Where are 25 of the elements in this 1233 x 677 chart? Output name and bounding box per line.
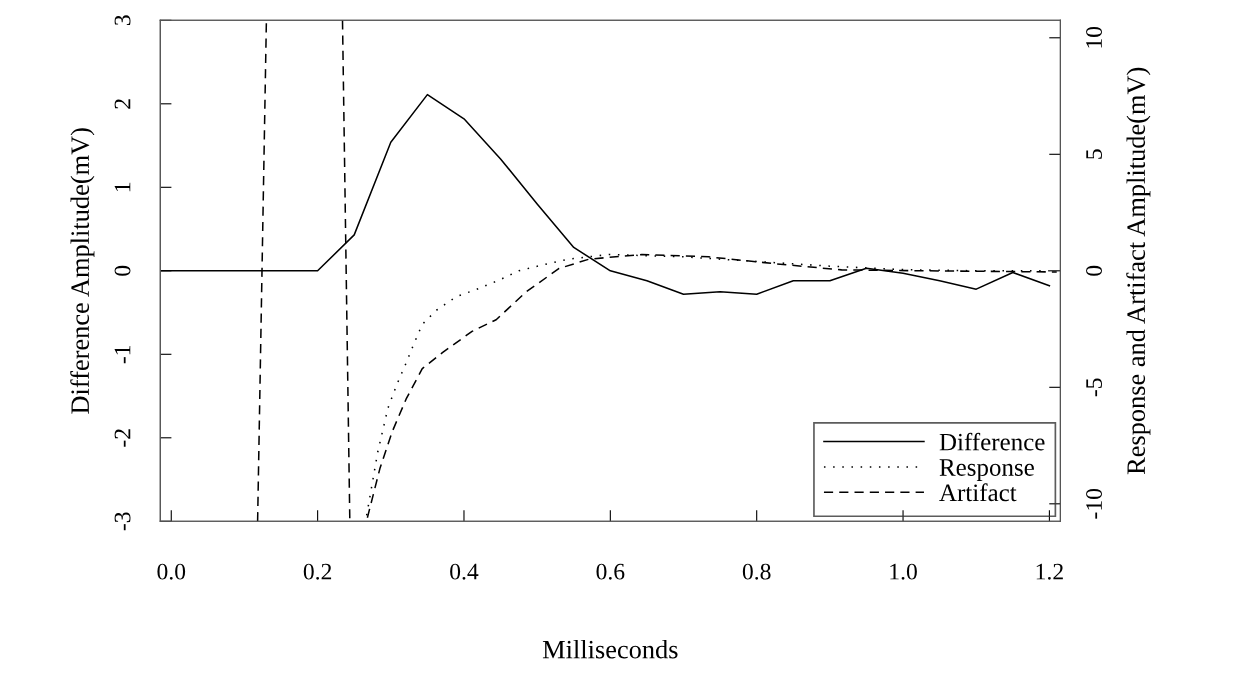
y-tick-label: -3: [114, 512, 131, 531]
y-tick-label: -1: [114, 345, 131, 364]
y2-axis-title: Response and Artifact Amplitude(mV): [1126, 67, 1151, 475]
x-tick-label: 0.4: [450, 563, 479, 580]
y-tick-label: -2: [114, 429, 131, 447]
x-tick-label: 0.6: [596, 563, 625, 580]
y-tick-label: 3: [114, 15, 131, 26]
y2-tick-label: 5: [1086, 149, 1102, 159]
y-tick-label: 0: [114, 265, 131, 276]
y-tick-label: 2: [114, 99, 131, 109]
legend-label: Artifact: [939, 483, 1017, 502]
y-tick-label: 1: [114, 182, 131, 192]
x-tick-label: 0.0: [157, 563, 186, 580]
y2-tick-label: -5: [1086, 378, 1102, 397]
y2-tick-label: 0: [1086, 265, 1102, 276]
y2-tick-label: -10: [1086, 488, 1102, 519]
x-tick-label: 1.0: [890, 563, 917, 580]
x-tick-label: 0.2: [303, 563, 332, 580]
x-tick-label: 1.2: [1036, 563, 1063, 580]
x-tick-label: 0.8: [742, 563, 771, 580]
legend-label: Response: [939, 459, 1034, 481]
legend-label: Difference: [939, 432, 1045, 451]
y-axis-title: Difference Amplitude(mV): [70, 128, 95, 414]
x-axis-title: Milliseconds: [542, 639, 678, 659]
y2-tick-label: 10: [1086, 26, 1102, 48]
